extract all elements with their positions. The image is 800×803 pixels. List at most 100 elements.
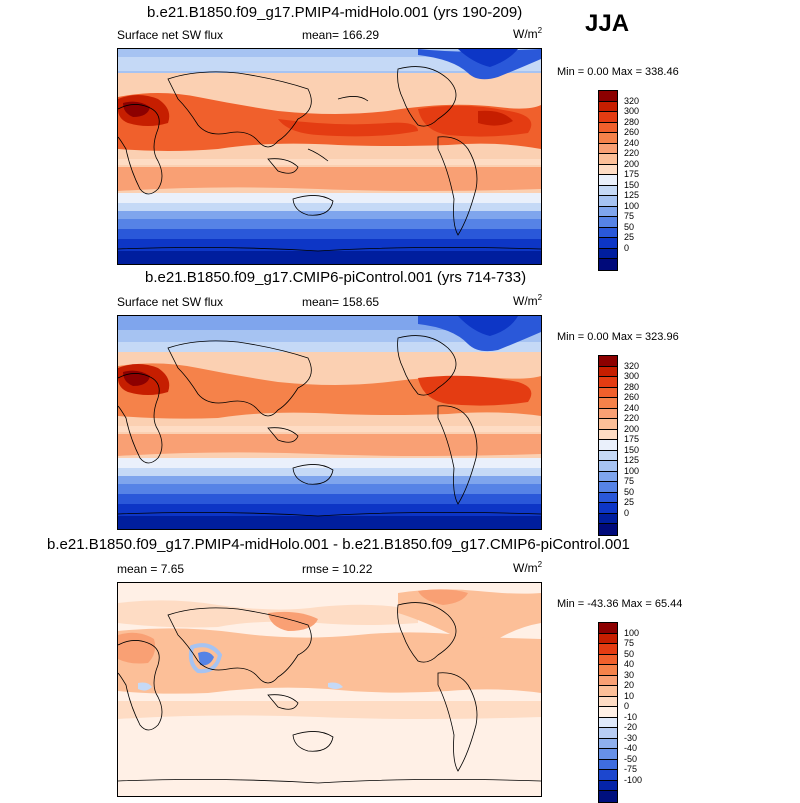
colorbar-segment <box>599 419 617 430</box>
colorbar-tick-label: 50 <box>624 486 635 497</box>
colorbar-segment <box>599 707 617 718</box>
colorbar-segment <box>599 492 617 503</box>
panel1-minmax-label: Min = 0.00 Max = 338.46 <box>557 66 679 78</box>
colorbar-tick-label: 75 <box>624 476 635 486</box>
colorbar-tick-label: 75 <box>624 638 635 648</box>
colorbar-tick-label: 150 <box>624 179 640 190</box>
colorbar-segment <box>599 696 617 707</box>
colorbar-tick-label: -30 <box>624 732 638 743</box>
colorbar-tick-label: 125 <box>624 190 640 200</box>
colorbar-segment <box>599 471 617 482</box>
colorbar-segment <box>599 717 617 728</box>
colorbar-segment <box>599 675 617 686</box>
colorbar-segment <box>599 728 617 739</box>
colorbar-tick-label: -10 <box>624 711 638 722</box>
colorbar-tick-label: 260 <box>624 127 640 137</box>
colorbar-tick-label: -75 <box>624 764 638 774</box>
colorbar-tick-label: 100 <box>624 465 640 476</box>
colorbar-segment <box>599 185 617 196</box>
colorbar-segment <box>599 356 617 367</box>
colorbar-segment <box>599 665 617 676</box>
colorbar-segment <box>599 387 617 398</box>
colorbar-segment <box>599 524 617 535</box>
colorbar-segment <box>599 143 617 154</box>
colorbar-tick-label: 260 <box>624 392 640 402</box>
colorbar-tick-label: 30 <box>624 669 635 680</box>
colorbar-tick-label: 280 <box>624 116 640 127</box>
colorbar-segment <box>599 164 617 175</box>
colorbar-segment <box>599 217 617 228</box>
colorbar-segment <box>599 366 617 377</box>
colorbar-segment <box>599 238 617 249</box>
colorbar-tick-label: 300 <box>624 106 640 116</box>
colorbar-segment <box>599 780 617 791</box>
panel3-mean-label: mean = 7.65 <box>117 562 185 576</box>
colorbar-tick-label: 10 <box>624 690 635 701</box>
colorbar-tick-label: 320 <box>624 95 640 106</box>
panel3-map <box>117 582 542 797</box>
colorbar-segment <box>599 248 617 259</box>
panel2-map <box>117 315 542 530</box>
colorbar-tick-label: 0 <box>624 507 630 518</box>
colorbar-segment <box>599 654 617 665</box>
colorbar-segment <box>599 377 617 388</box>
colorbar-segment <box>599 429 617 440</box>
panel1-map <box>117 48 542 265</box>
panel3-rmse-label: rmse = 10.22 <box>302 562 373 576</box>
colorbar-tick-label: 200 <box>624 423 640 434</box>
colorbar-tick-label: 280 <box>624 381 640 392</box>
colorbar-tick-label: 220 <box>624 413 640 423</box>
colorbar-segment <box>599 227 617 238</box>
colorbar-tick-label: 175 <box>624 434 640 444</box>
colorbar-segment <box>599 101 617 112</box>
panel2-minmax-label: Min = 0.00 Max = 323.96 <box>557 331 679 343</box>
colorbar-segment <box>599 112 617 123</box>
colorbar-segment <box>599 738 617 749</box>
colorbar-segment <box>599 770 617 781</box>
colorbar-tick-label: 320 <box>624 360 640 371</box>
colorbar-segment <box>599 791 617 802</box>
colorbar-tick-label: 240 <box>624 137 640 148</box>
colorbar-tick-label: 100 <box>624 200 640 211</box>
panel2-mean-label: mean= 158.65 <box>302 295 380 309</box>
colorbar-segment <box>599 482 617 493</box>
panel3-colorbar <box>598 622 618 803</box>
panel3-units-label: W/m2 <box>513 560 543 575</box>
colorbar-tick-label: 0 <box>624 242 630 253</box>
season-label: JJA <box>585 10 630 37</box>
colorbar-segment <box>599 259 617 270</box>
colorbar-tick-label: 25 <box>624 497 635 507</box>
colorbar-segment <box>599 398 617 409</box>
panel3-minmax-label: Min = -43.36 Max = 65.44 <box>557 598 683 610</box>
panel2-variable-label: Surface net SW flux <box>117 295 224 309</box>
colorbar-segment <box>599 408 617 419</box>
panel1-mean-label: mean= 166.29 <box>302 28 380 42</box>
panel1-variable-label: Surface net SW flux <box>117 28 224 42</box>
colorbar-tick-label: 20 <box>624 680 635 690</box>
colorbar-segment <box>599 154 617 165</box>
colorbar-tick-label: 0 <box>624 701 630 711</box>
colorbar-segment <box>599 513 617 524</box>
colorbar-segment <box>599 133 617 144</box>
colorbar-tick-label: -50 <box>624 753 638 764</box>
colorbar-tick-label: 200 <box>624 158 640 169</box>
colorbar-segment <box>599 91 617 102</box>
colorbar-segment <box>599 749 617 760</box>
panel1-colorbar <box>598 90 618 271</box>
colorbar-tick-label: 125 <box>624 455 640 465</box>
colorbar-segment <box>599 633 617 644</box>
panel1-title: b.e21.B1850.f09_g17.PMIP4-midHolo.001 (y… <box>147 4 523 21</box>
colorbar-tick-label: 75 <box>624 211 635 221</box>
colorbar-segment <box>599 461 617 472</box>
colorbar-segment <box>599 623 617 634</box>
panel2-units-label: W/m2 <box>513 293 543 308</box>
colorbar-tick-label: 240 <box>624 402 640 413</box>
colorbar-segment <box>599 175 617 186</box>
colorbar-tick-label: -40 <box>624 743 638 753</box>
colorbar-segment <box>599 686 617 697</box>
panel2-title: b.e21.B1850.f09_g17.CMIP6-piControl.001 … <box>145 269 527 286</box>
panel2-colorbar <box>598 355 618 536</box>
colorbar-segment <box>599 644 617 655</box>
colorbar-tick-label: 50 <box>624 221 635 232</box>
colorbar-tick-label: 220 <box>624 148 640 158</box>
